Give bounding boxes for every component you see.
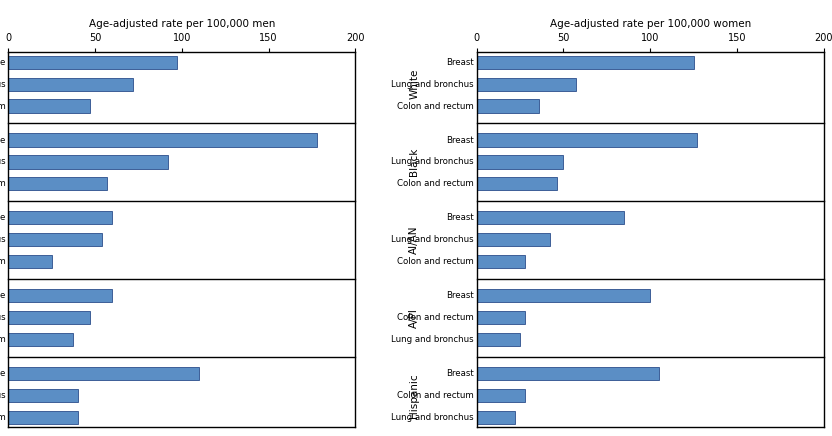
Bar <box>8 255 52 268</box>
Bar <box>8 177 107 191</box>
Bar <box>477 133 697 146</box>
Bar <box>8 56 176 69</box>
Bar <box>477 233 550 246</box>
Bar <box>8 133 317 146</box>
Bar <box>8 233 102 246</box>
Bar <box>477 367 659 380</box>
Bar <box>477 311 525 324</box>
Bar <box>477 177 557 191</box>
Bar <box>8 389 77 402</box>
Bar <box>8 78 133 91</box>
Text: A/PI: A/PI <box>409 308 419 327</box>
Bar <box>477 211 624 225</box>
Bar <box>477 255 525 268</box>
Bar <box>8 155 168 169</box>
Bar <box>8 289 112 302</box>
Bar <box>477 389 525 402</box>
Bar <box>477 155 563 169</box>
Bar <box>477 289 650 302</box>
Text: Black: Black <box>409 148 419 176</box>
Bar <box>477 78 576 91</box>
Title: Age-adjusted rate per 100,000 women: Age-adjusted rate per 100,000 women <box>550 19 750 29</box>
Bar <box>477 411 515 424</box>
Text: AI/AN: AI/AN <box>409 225 419 254</box>
Bar <box>8 367 199 380</box>
Title: Age-adjusted rate per 100,000 men: Age-adjusted rate per 100,000 men <box>89 19 275 29</box>
Bar <box>477 56 694 69</box>
Bar <box>477 333 520 346</box>
Bar <box>8 99 90 112</box>
Bar <box>8 333 72 346</box>
Bar <box>8 211 112 225</box>
Bar <box>8 311 90 324</box>
Text: Hispanic: Hispanic <box>409 373 419 418</box>
Bar <box>8 411 77 424</box>
Text: White: White <box>409 69 419 99</box>
Bar <box>477 99 539 112</box>
